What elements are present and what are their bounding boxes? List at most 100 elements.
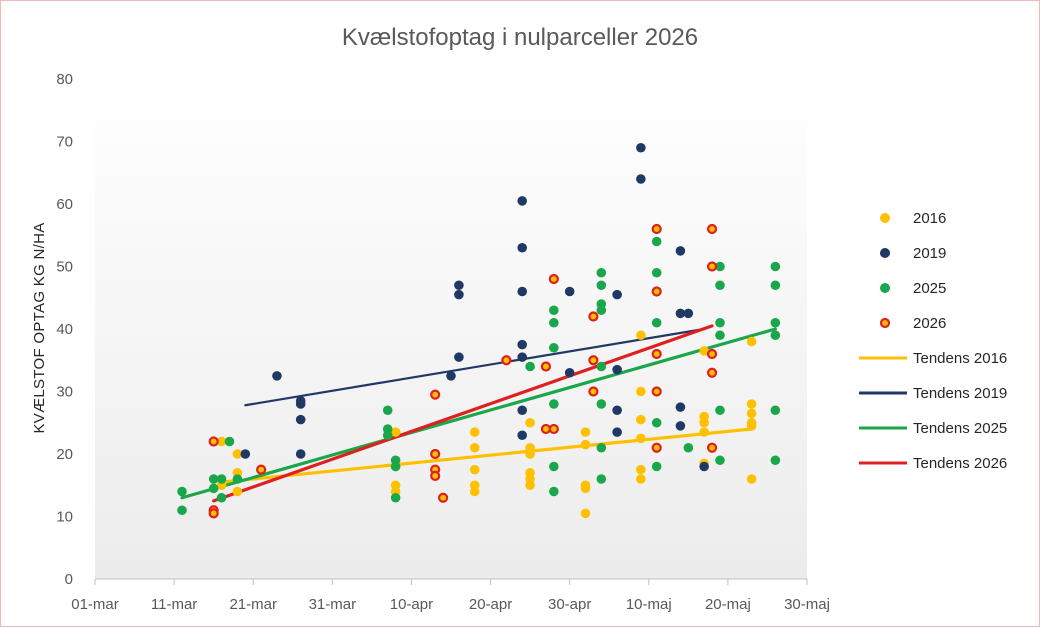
point-2019: [295, 449, 306, 459]
point-2019: [517, 196, 527, 206]
point-2025: [770, 455, 781, 466]
point-2019: [517, 405, 527, 416]
point-2019: [454, 289, 464, 300]
legend-marker-2019: [880, 248, 890, 258]
point-2026: [430, 470, 441, 481]
point-2026: [501, 355, 512, 366]
legend-marker-2016: [880, 213, 890, 223]
y-tick-label: 80: [56, 71, 73, 88]
point-2026: [548, 273, 559, 285]
point-2026: [651, 386, 662, 397]
point-2025: [549, 342, 559, 353]
point-2016: [232, 486, 243, 497]
point-2019: [272, 371, 282, 381]
point-2016: [390, 427, 401, 437]
point-2026: [208, 508, 219, 519]
y-axis-label: KVÆLSTOF OPTAG KG N/HA: [31, 222, 48, 433]
point-2025: [382, 430, 393, 441]
trendline-tendens-2025: [180, 327, 777, 500]
point-2016: [699, 346, 709, 356]
point-2025: [715, 330, 725, 341]
chart-title: Kvælstofoptag i nulparceller 2026: [342, 24, 698, 51]
point-2025: [208, 474, 219, 484]
point-2026: [256, 464, 267, 475]
point-2026: [430, 448, 441, 460]
point-2019: [295, 399, 306, 409]
x-tick-label: 01-mar: [71, 596, 119, 613]
legend-label: Tendens 2026: [913, 455, 1007, 472]
point-2016: [746, 474, 757, 484]
point-2025: [651, 236, 662, 247]
trendline-tendens-2016: [219, 427, 754, 484]
point-2016: [699, 417, 709, 428]
legend-label: 2026: [913, 315, 946, 332]
point-2025: [549, 486, 559, 497]
point-2026: [651, 223, 662, 235]
x-tick-label: 10-maj: [626, 596, 672, 613]
point-2016: [469, 486, 480, 497]
point-2026: [588, 355, 599, 366]
point-2019: [295, 414, 306, 425]
point-2019: [454, 280, 464, 291]
x-tick-label: 21-mar: [229, 596, 277, 613]
point-2026: [651, 286, 662, 297]
legend-label: Tendens 2025: [913, 420, 1007, 437]
point-2019: [612, 364, 622, 375]
point-2026: [588, 386, 599, 397]
point-2025: [216, 492, 227, 503]
point-2016: [580, 508, 591, 519]
point-2026: [540, 423, 552, 435]
plot-area: [95, 79, 807, 579]
point-2025: [382, 405, 393, 416]
point-2025: [715, 317, 725, 328]
point-2025: [549, 305, 559, 316]
point-2019: [675, 308, 686, 319]
trendline-tendens-2026: [212, 324, 714, 503]
point-2016: [699, 427, 709, 437]
point-2019: [517, 242, 527, 253]
point-2019: [612, 289, 622, 300]
point-2019: [517, 352, 527, 362]
point-2016: [746, 421, 757, 431]
point-2016: [232, 449, 243, 459]
point-2025: [596, 399, 607, 409]
point-2025: [770, 405, 781, 416]
point-2016: [636, 386, 646, 397]
point-2026: [706, 348, 718, 360]
point-2025: [596, 442, 607, 453]
point-2025: [224, 436, 235, 447]
point-2025: [651, 461, 662, 472]
x-tick-label: 11-mar: [151, 596, 197, 613]
point-2026: [651, 348, 662, 360]
trendline-tendens-2019: [244, 327, 706, 407]
x-axis: 01-mar 11-mar 21-mar 31-mar 10-apr 20-apr 30-a…: [71, 578, 830, 613]
point-2026: [540, 361, 552, 372]
legend-label: 2019: [913, 245, 946, 262]
point-2026: [430, 389, 441, 400]
point-2019: [612, 405, 622, 416]
point-2016: [216, 436, 227, 447]
point-2016: [636, 414, 646, 425]
point-2019: [564, 367, 575, 378]
x-tick-label: 20-apr: [469, 596, 512, 613]
x-tick-label: 20-maj: [705, 596, 751, 613]
point-2026: [588, 311, 599, 322]
point-2016: [636, 330, 646, 341]
x-tick-label: 30-apr: [548, 596, 591, 613]
point-2025: [549, 461, 559, 472]
point-2019: [636, 174, 646, 184]
point-2025: [177, 505, 187, 516]
point-2025: [715, 280, 725, 291]
point-2026: [208, 436, 219, 447]
y-tick-label: 10: [56, 509, 73, 526]
point-2025: [596, 267, 607, 278]
legend: 2016 2019 2025 2026 Tendens 2016 Tendens 2019…: [859, 210, 1007, 472]
point-2019: [675, 246, 686, 256]
point-2025: [651, 267, 662, 278]
point-2016: [469, 464, 480, 475]
point-2019: [564, 286, 575, 297]
x-tick-label: 30-maj: [784, 596, 830, 613]
y-tick-label: 30: [56, 384, 73, 401]
point-2019: [675, 421, 686, 431]
